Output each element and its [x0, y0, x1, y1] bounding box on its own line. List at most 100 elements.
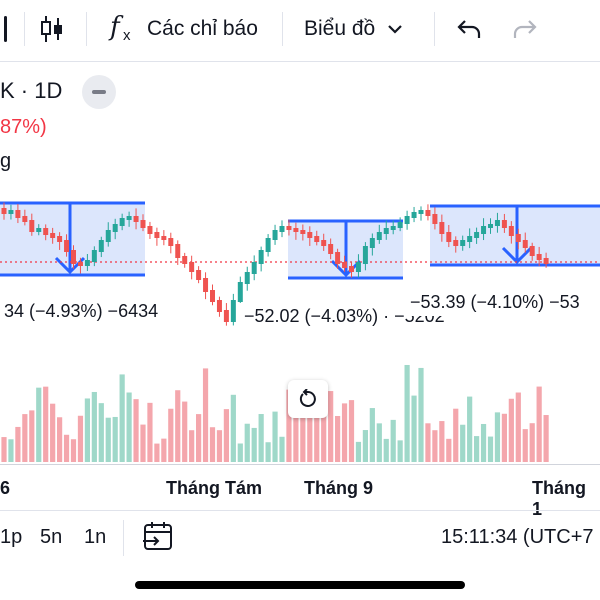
- candle-body: [29, 220, 35, 232]
- candle-body: [425, 210, 431, 216]
- volume-bar: [182, 401, 188, 462]
- volume-bar: [1, 437, 7, 462]
- candle-body: [529, 246, 535, 256]
- volume-bar: [119, 374, 125, 462]
- candle-body: [161, 236, 167, 240]
- candle-body: [105, 230, 111, 242]
- candle-body: [203, 278, 209, 292]
- candle-body: [210, 290, 215, 302]
- volume-bar: [258, 414, 264, 462]
- candle-body: [432, 214, 438, 224]
- candle-body: [453, 240, 459, 246]
- candle-body: [467, 236, 473, 242]
- candle-body: [501, 220, 507, 228]
- symbol-legend[interactable]: K · 1D: [0, 78, 63, 103]
- candle-body: [43, 228, 49, 235]
- volume-bar: [202, 368, 209, 462]
- toolbar-cut-item[interactable]: [0, 0, 14, 58]
- volume-bar: [57, 417, 63, 462]
- volume-bar: [307, 405, 313, 462]
- bottom-divider: [0, 510, 600, 511]
- volume-bar: [112, 416, 118, 462]
- candle-body: [488, 224, 493, 228]
- volume-bar: [286, 389, 292, 462]
- candle-body: [286, 226, 292, 230]
- candle-body: [223, 310, 229, 322]
- top-toolbar: f x Các chỉ báo Biểu đồ: [0, 0, 600, 58]
- volume-bar: [133, 399, 139, 462]
- volume-bar: [314, 385, 320, 462]
- chart-type-button[interactable]: Biểu đồ: [304, 0, 403, 58]
- candle-body: [50, 233, 56, 238]
- candle-body: [369, 238, 375, 248]
- candle-body: [474, 232, 480, 238]
- volume-bar: [494, 412, 501, 462]
- volume-bar: [369, 408, 375, 462]
- volume-bar: [91, 391, 97, 462]
- candle-body: [258, 250, 264, 264]
- range-5n[interactable]: 5n: [40, 526, 63, 548]
- indicators-button[interactable]: f x Các chỉ báo: [108, 0, 258, 58]
- candle-body: [321, 240, 327, 246]
- volume-bar: [161, 438, 167, 462]
- candle-body: [335, 252, 341, 264]
- volume-bar: [362, 430, 368, 462]
- indicators-label: Các chỉ báo: [147, 17, 258, 40]
- candle-body: [439, 222, 445, 234]
- candle-body: [1, 208, 7, 214]
- volume-bar: [230, 394, 236, 462]
- minus-icon[interactable]: [82, 75, 116, 109]
- volume-bar: [501, 413, 507, 462]
- toolbar-separator: [24, 12, 25, 46]
- volume-bar: [543, 415, 549, 462]
- price-chart[interactable]: [0, 0, 600, 470]
- volume-bar: [77, 415, 84, 462]
- volume-bar: [487, 436, 494, 462]
- candle-body: [342, 262, 348, 268]
- candle-body: [418, 210, 424, 214]
- time-axis-divider: [0, 464, 600, 465]
- volume-bar: [383, 438, 389, 462]
- volume-bar: [355, 441, 362, 462]
- candle-body: [216, 300, 222, 312]
- time-axis-label: 6: [0, 478, 11, 498]
- volume-bar: [390, 419, 396, 462]
- range-1p[interactable]: 1p: [0, 526, 23, 548]
- reset-chart-button[interactable]: [288, 380, 328, 418]
- calendar-goto-icon[interactable]: [142, 520, 174, 558]
- volume-bar: [43, 386, 49, 462]
- chevron-down-icon: [387, 23, 403, 35]
- candle-body: [272, 230, 278, 240]
- volume-bar: [522, 429, 528, 462]
- redo-icon[interactable]: [510, 0, 540, 58]
- bottom-separator: [123, 520, 124, 556]
- undo-icon[interactable]: [454, 0, 484, 58]
- volume-bar: [536, 386, 542, 462]
- volume-bar: [36, 387, 42, 462]
- volume-bar: [189, 430, 195, 462]
- candle-body: [376, 232, 382, 240]
- volume-bar: [425, 423, 431, 462]
- volume-bar: [376, 423, 382, 462]
- candle-body: [119, 218, 125, 226]
- candle-body: [390, 226, 396, 230]
- volume-bar: [348, 400, 355, 462]
- candle-body: [8, 210, 14, 214]
- candle-body: [84, 260, 90, 266]
- clock-timezone[interactable]: 15:11:34 (UTC+7: [441, 526, 594, 548]
- volume-bar: [529, 423, 535, 462]
- candles-icon[interactable]: [36, 0, 68, 58]
- candle-body: [300, 230, 306, 234]
- measure-label-1: 34 (−4.93%) −6434: [0, 298, 165, 325]
- candle-body: [112, 224, 118, 232]
- candle-body: [91, 250, 97, 262]
- volume-bar: [147, 402, 153, 462]
- range-1n[interactable]: 1n: [84, 526, 107, 548]
- measure-box: [430, 206, 600, 265]
- candle-body: [147, 226, 153, 234]
- candle-body: [133, 216, 139, 222]
- time-axis-label: Tháng Tám: [166, 478, 263, 498]
- candle-body: [189, 262, 195, 272]
- volume-bar: [397, 440, 403, 462]
- volume-bar: [508, 398, 514, 462]
